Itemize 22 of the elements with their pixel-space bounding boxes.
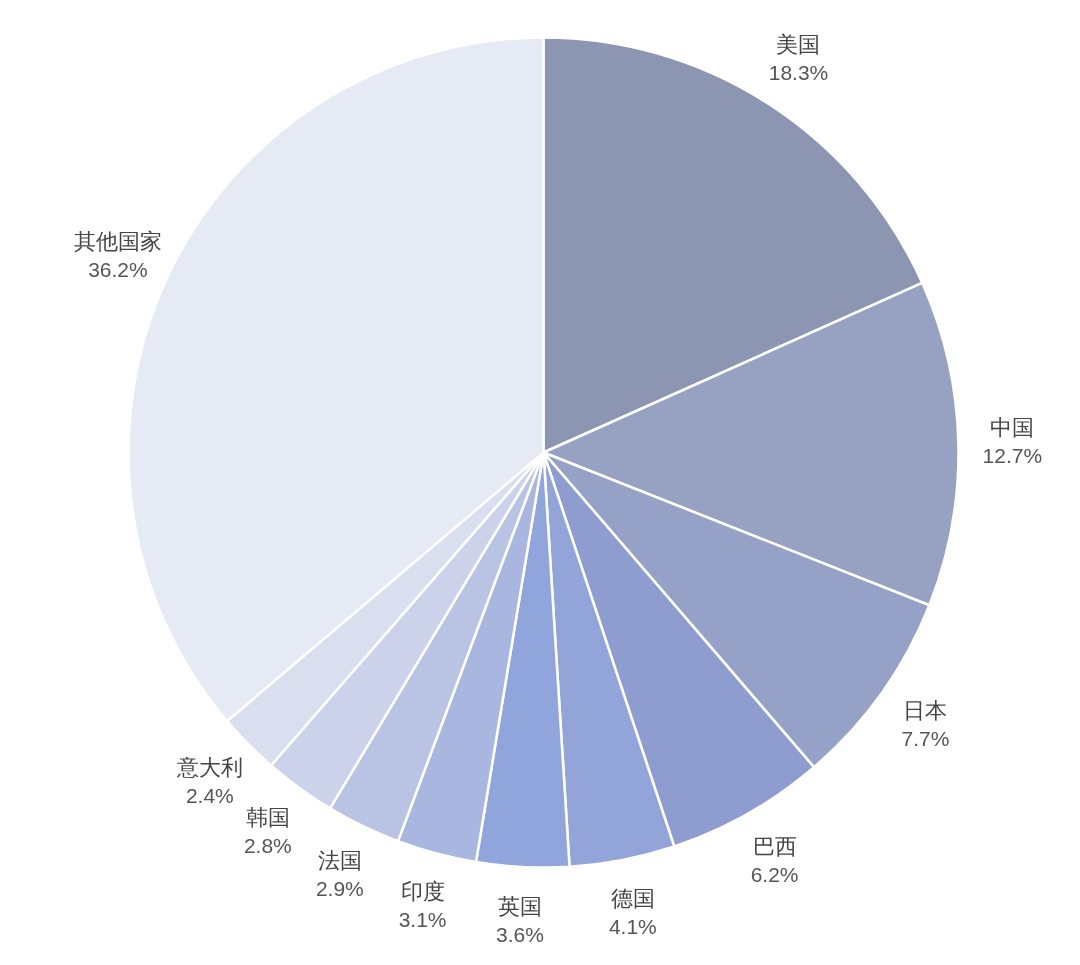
slice-label: 其他国家 bbox=[73, 228, 162, 254]
data-label: 6.2% bbox=[750, 862, 799, 886]
slice-label: 英国 bbox=[497, 893, 542, 919]
data-label: 3.6% bbox=[496, 922, 544, 946]
data-label: 7.7% bbox=[901, 726, 950, 750]
slice-label: 中国 bbox=[990, 415, 1035, 441]
data-label: 36.2% bbox=[88, 257, 148, 281]
slice-label: 日本 bbox=[903, 697, 948, 723]
slice-label: 韩国 bbox=[245, 804, 290, 830]
data-label: 12.7% bbox=[982, 444, 1043, 468]
slice-label: 德国 bbox=[610, 885, 655, 911]
data-label: 2.8% bbox=[243, 833, 292, 857]
slice-label: 美国 bbox=[776, 31, 821, 57]
data-label: 3.1% bbox=[398, 907, 447, 931]
slice-label: 巴西 bbox=[752, 833, 797, 859]
data-label: 18.3% bbox=[768, 60, 829, 84]
slice-label: 意大利 bbox=[175, 755, 243, 781]
slice-label: 法国 bbox=[317, 847, 362, 873]
data-label: 2.9% bbox=[315, 876, 364, 900]
slice-label: 印度 bbox=[400, 878, 445, 904]
data-label: 4.1% bbox=[608, 914, 657, 938]
data-label: 2.4% bbox=[185, 784, 234, 808]
